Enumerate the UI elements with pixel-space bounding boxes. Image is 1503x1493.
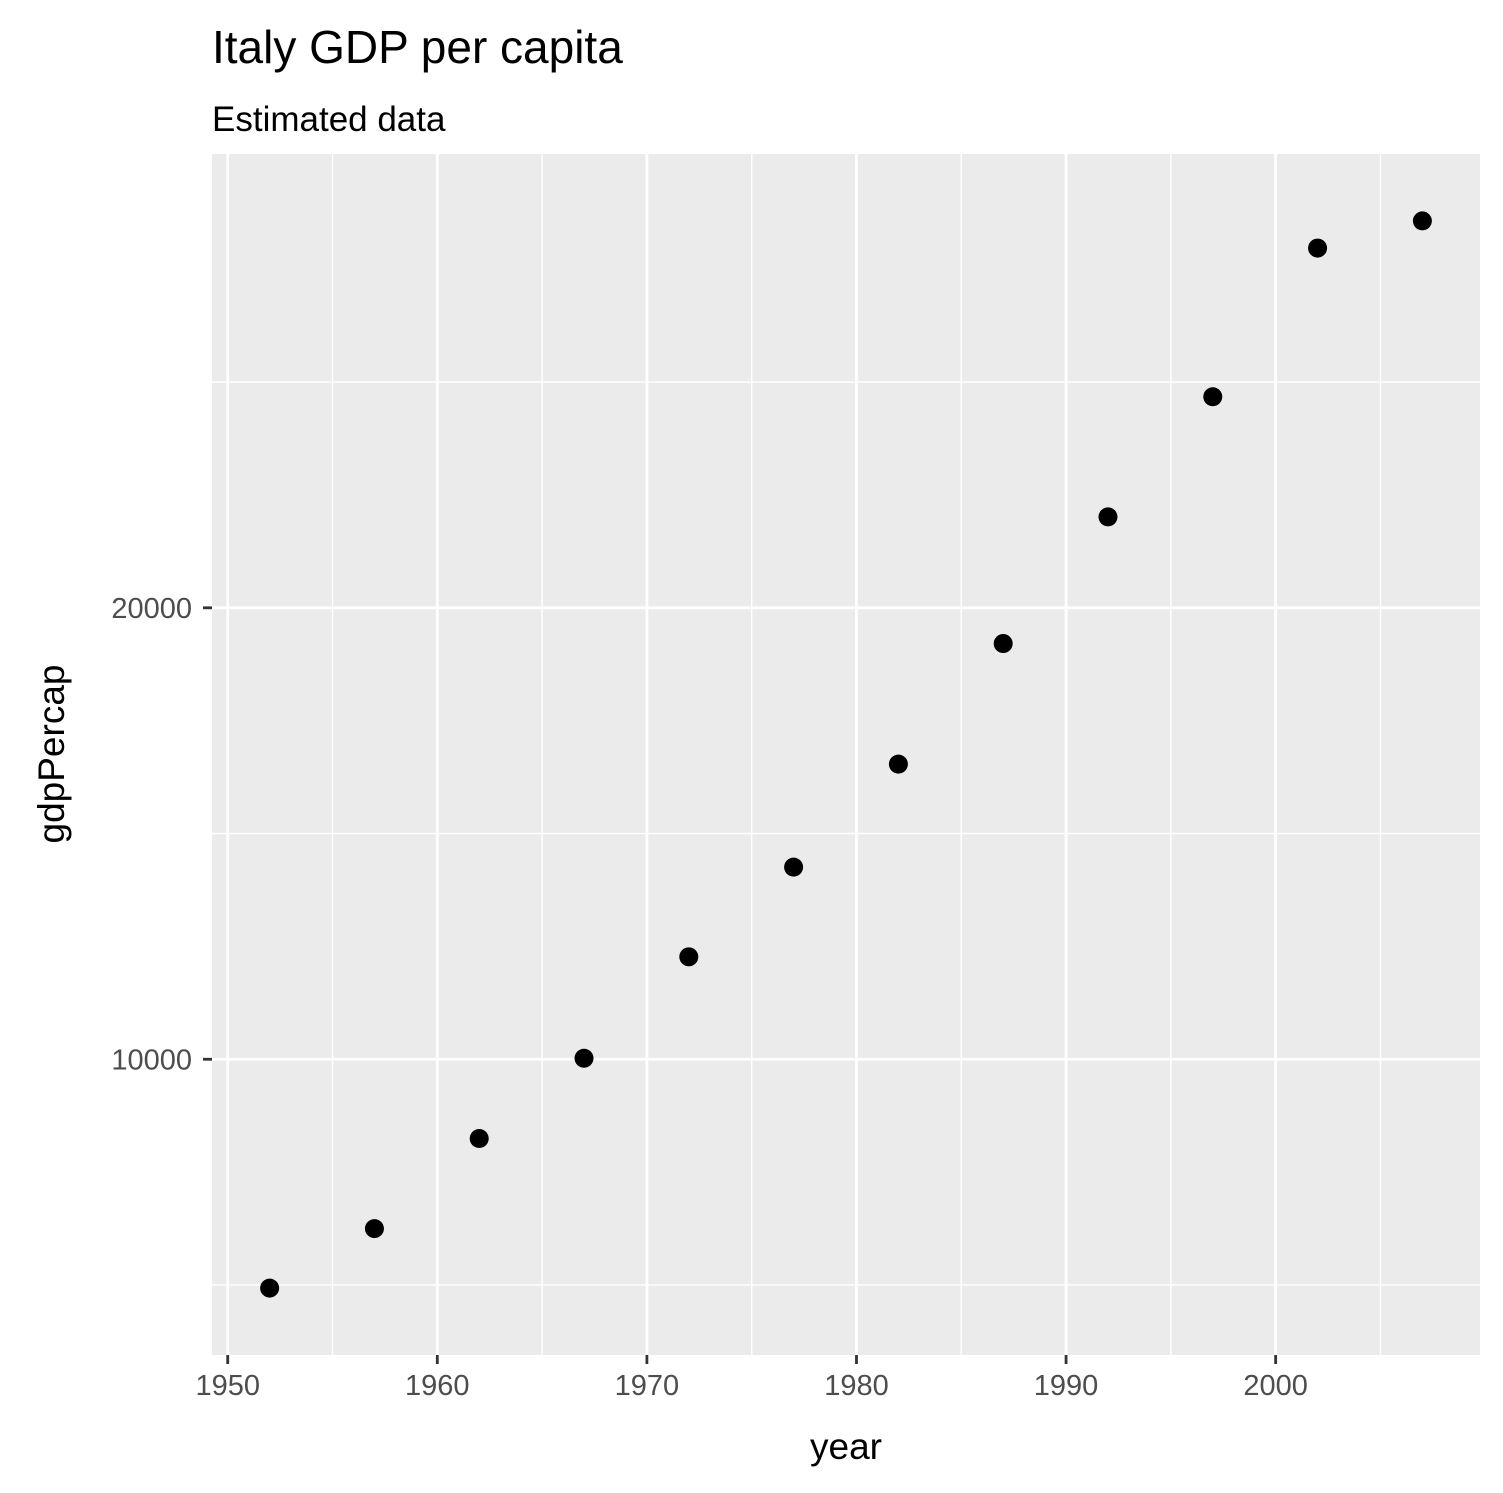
data-point xyxy=(784,857,804,877)
data-point xyxy=(888,754,908,774)
data-points xyxy=(260,211,1432,1298)
plot-panel xyxy=(212,154,1480,1355)
x-axis-title: year xyxy=(810,1426,882,1467)
x-tick-label: 2000 xyxy=(1243,1370,1308,1402)
y-tick-label: 10000 xyxy=(111,1044,192,1076)
data-point xyxy=(260,1278,280,1298)
y-tick-label: 20000 xyxy=(111,593,192,625)
y-axis: 10000 20000 xyxy=(111,593,212,1076)
chart-title: Italy GDP per capita xyxy=(212,21,623,73)
x-tick-label: 1960 xyxy=(405,1370,470,1402)
data-point xyxy=(993,634,1013,654)
data-point xyxy=(1412,211,1432,231)
y-axis-title: gdpPercap xyxy=(31,665,72,844)
data-point xyxy=(469,1129,489,1149)
data-point xyxy=(1308,238,1328,258)
major-gridlines xyxy=(212,154,1480,1355)
x-tick-label: 1990 xyxy=(1034,1370,1099,1402)
data-point xyxy=(364,1219,384,1239)
data-point xyxy=(1203,387,1223,407)
data-point xyxy=(1098,507,1118,527)
x-axis: 1950 1960 1970 1980 1990 2000 xyxy=(195,1355,1308,1402)
data-point xyxy=(574,1048,594,1068)
chart-subtitle: Estimated data xyxy=(212,100,446,139)
x-tick-label: 1970 xyxy=(615,1370,680,1402)
minor-gridlines xyxy=(212,154,1480,1355)
x-tick-label: 1980 xyxy=(824,1370,889,1402)
x-tick-label: 1950 xyxy=(195,1370,260,1402)
data-point xyxy=(679,947,699,967)
